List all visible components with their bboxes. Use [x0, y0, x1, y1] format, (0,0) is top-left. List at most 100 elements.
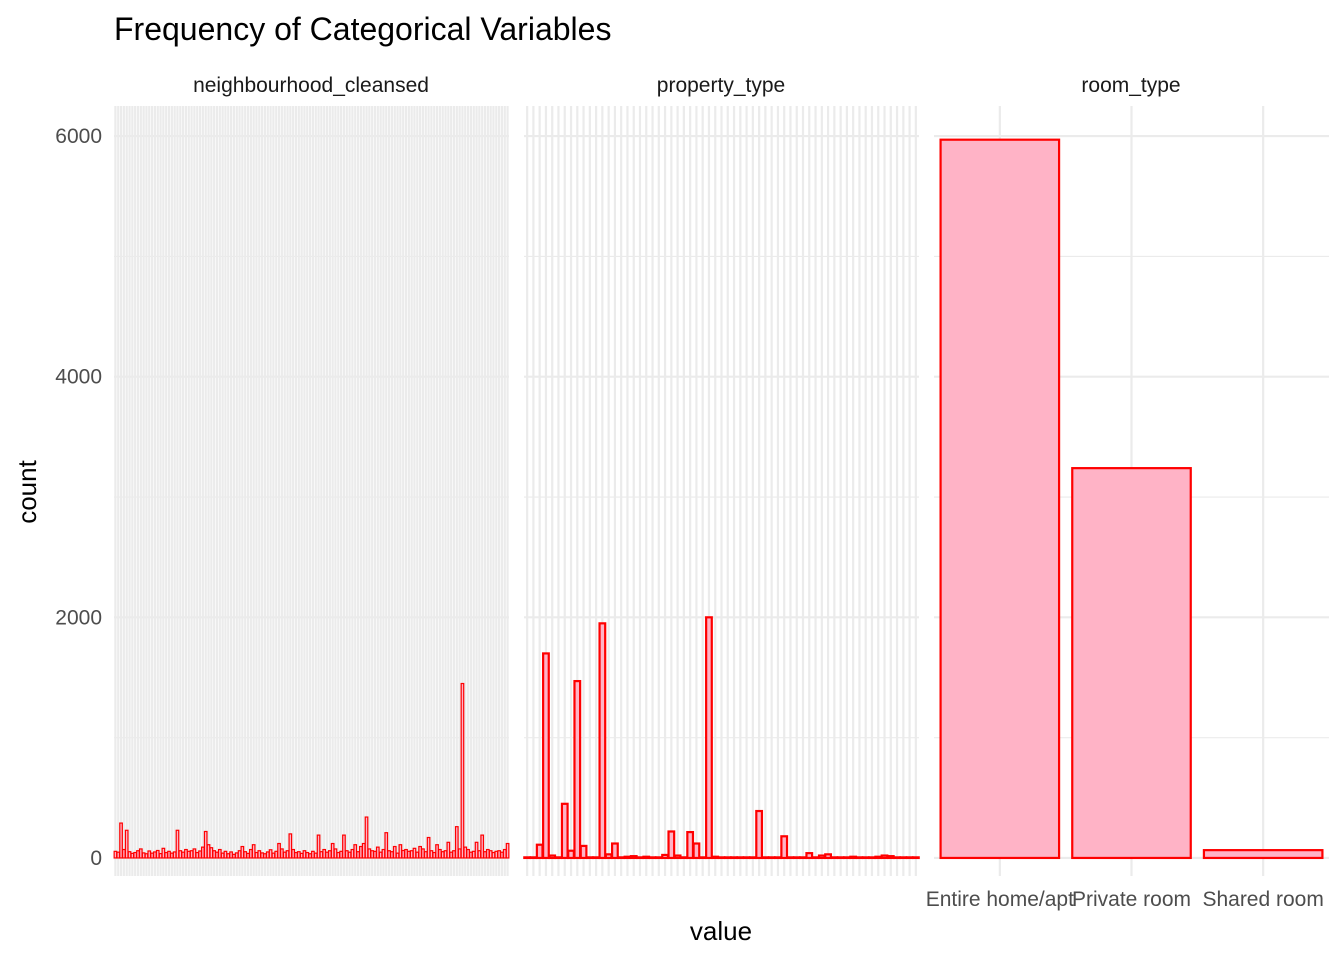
bar — [150, 852, 154, 859]
bar — [277, 842, 281, 859]
bar — [488, 850, 493, 859]
bar — [438, 848, 442, 859]
bar — [330, 842, 335, 859]
bar — [387, 850, 391, 859]
bar — [477, 850, 482, 859]
bar — [911, 856, 920, 860]
bar — [336, 851, 341, 859]
y-axis-title: count — [12, 459, 42, 523]
bar — [529, 856, 538, 860]
bar — [579, 844, 588, 860]
facet-strip-label: neighbourhood_cleansed — [193, 74, 429, 97]
bar — [432, 851, 437, 859]
bar — [257, 850, 262, 859]
bar — [395, 852, 400, 859]
bar — [849, 855, 858, 860]
bar — [485, 848, 490, 859]
x-tick-label: Shared room — [1202, 888, 1323, 911]
x-axis-title: value — [690, 916, 752, 946]
bar — [291, 848, 296, 859]
bar — [296, 851, 301, 859]
bar — [692, 842, 701, 860]
bar — [1071, 467, 1192, 860]
bar — [667, 830, 676, 860]
bar — [817, 854, 826, 860]
bar — [113, 850, 118, 859]
bar — [491, 851, 496, 859]
bar — [421, 848, 425, 859]
chart-title: Frequency of Categorical Variables — [114, 11, 611, 47]
bar — [480, 834, 485, 859]
bar — [415, 851, 420, 859]
bar — [811, 856, 820, 860]
facet-strip-label: room_type — [1081, 74, 1180, 97]
bar — [167, 850, 171, 859]
bar — [799, 856, 807, 860]
bar — [192, 848, 197, 859]
bar — [311, 850, 315, 859]
bar — [1202, 849, 1324, 860]
bar — [189, 850, 194, 859]
bar — [874, 855, 883, 860]
bar — [654, 856, 663, 860]
bar — [390, 851, 394, 859]
bar — [254, 851, 259, 859]
bar — [356, 851, 360, 859]
bar — [497, 850, 501, 859]
bar — [361, 842, 366, 859]
bar — [209, 847, 214, 859]
bar — [342, 834, 346, 859]
bar — [604, 853, 613, 860]
bar — [418, 845, 422, 859]
bar — [370, 850, 375, 859]
bar — [717, 856, 726, 860]
bar — [686, 830, 695, 860]
bar — [285, 850, 290, 859]
bar — [642, 855, 651, 860]
bar — [263, 853, 267, 859]
bar — [554, 856, 563, 860]
bar — [939, 138, 1061, 860]
bar — [446, 841, 451, 859]
bar — [288, 833, 293, 859]
bar — [755, 809, 764, 860]
bar — [466, 848, 470, 859]
bar — [648, 856, 657, 860]
bar — [774, 856, 782, 860]
bar — [585, 856, 594, 860]
bar — [212, 850, 217, 859]
facet-strip-label: property_type — [657, 74, 785, 97]
bar — [392, 845, 397, 859]
bar — [742, 856, 751, 860]
bar — [404, 848, 408, 859]
bar — [367, 848, 372, 859]
bar — [502, 848, 507, 859]
bar — [905, 856, 914, 860]
bar — [449, 851, 454, 859]
bar — [761, 856, 770, 860]
bar — [265, 851, 270, 859]
bar — [172, 851, 177, 859]
bar — [535, 843, 544, 860]
bar — [505, 842, 510, 859]
bar — [226, 853, 231, 859]
bar — [406, 850, 411, 859]
bar — [401, 849, 406, 859]
bar — [494, 850, 499, 859]
bar — [251, 844, 256, 859]
bar — [469, 851, 473, 859]
bar — [119, 822, 123, 859]
bar — [116, 851, 121, 859]
bar — [147, 850, 152, 859]
bar — [786, 856, 795, 860]
bar — [234, 852, 239, 859]
bar — [384, 832, 389, 859]
bar — [175, 829, 180, 859]
bar — [899, 856, 908, 860]
bar — [232, 853, 236, 859]
bar — [598, 622, 607, 860]
bar — [164, 851, 169, 859]
bar — [673, 854, 682, 860]
bar — [893, 856, 901, 860]
